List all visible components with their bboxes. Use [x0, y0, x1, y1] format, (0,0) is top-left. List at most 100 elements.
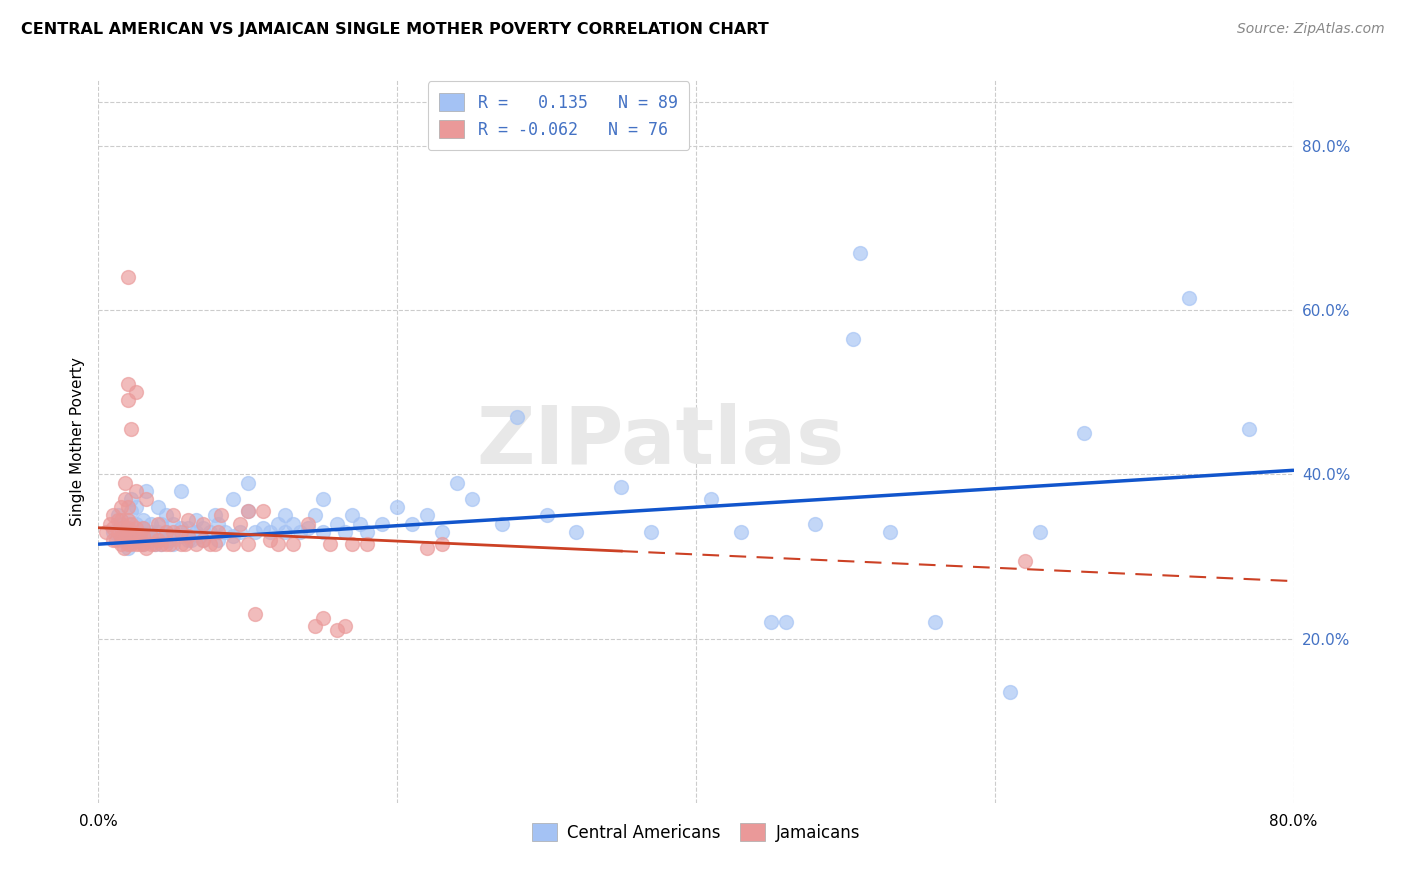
Point: [536, 508, 558, 523]
Point: [159, 537, 181, 551]
Point: [356, 524, 378, 539]
Point: [139, 516, 162, 531]
Point: [565, 524, 588, 539]
Point: [110, 516, 132, 531]
Point: [103, 533, 125, 547]
Point: [200, 524, 222, 539]
Point: [125, 483, 148, 498]
Point: [191, 521, 214, 535]
Point: [125, 385, 148, 400]
Point: [311, 491, 333, 506]
Point: [132, 521, 155, 535]
Point: [117, 524, 139, 539]
Point: [148, 533, 170, 547]
Point: [107, 512, 129, 526]
Point: [304, 619, 326, 633]
Point: [430, 524, 453, 539]
Point: [120, 422, 142, 436]
Point: [110, 533, 132, 547]
Point: [180, 533, 202, 547]
Point: [333, 524, 356, 539]
Point: [177, 529, 200, 543]
Point: [110, 537, 132, 551]
Point: [342, 537, 364, 551]
Point: [114, 524, 136, 539]
Point: [117, 393, 139, 408]
Point: [103, 521, 125, 535]
Point: [191, 533, 214, 547]
Point: [103, 508, 125, 523]
Point: [125, 524, 148, 539]
Point: [103, 524, 125, 539]
Point: [159, 533, 181, 547]
Point: [162, 524, 184, 539]
Point: [129, 533, 152, 547]
Point: [132, 537, 155, 551]
Point: [114, 491, 136, 506]
Point: [1073, 426, 1095, 441]
Point: [700, 491, 723, 506]
Point: [281, 516, 304, 531]
Point: [155, 524, 177, 539]
Point: [759, 615, 782, 630]
Point: [155, 508, 177, 523]
Point: [461, 491, 484, 506]
Point: [132, 529, 155, 543]
Point: [110, 512, 132, 526]
Point: [110, 500, 132, 515]
Point: [139, 537, 162, 551]
Point: [188, 529, 211, 543]
Point: [184, 537, 207, 551]
Point: [804, 516, 827, 531]
Point: [326, 516, 349, 531]
Point: [259, 524, 281, 539]
Point: [229, 524, 252, 539]
Point: [297, 516, 319, 531]
Point: [416, 508, 439, 523]
Point: [214, 524, 236, 539]
Point: [207, 524, 229, 539]
Point: [94, 524, 117, 539]
Point: [222, 491, 245, 506]
Point: [169, 483, 191, 498]
Point: [416, 541, 439, 556]
Point: [177, 512, 200, 526]
Point: [177, 521, 200, 535]
Point: [177, 533, 200, 547]
Point: [117, 377, 139, 392]
Point: [125, 521, 148, 535]
Point: [117, 533, 139, 547]
Point: [191, 533, 214, 547]
Point: [117, 537, 139, 551]
Point: [148, 533, 170, 547]
Point: [401, 516, 423, 531]
Point: [1014, 553, 1036, 567]
Point: [120, 491, 142, 506]
Point: [120, 524, 142, 539]
Point: [117, 512, 139, 526]
Point: [129, 524, 152, 539]
Point: [117, 500, 139, 515]
Point: [879, 524, 901, 539]
Point: [259, 533, 281, 547]
Point: [184, 524, 207, 539]
Point: [150, 516, 173, 531]
Point: [125, 500, 148, 515]
Point: [169, 537, 191, 551]
Point: [135, 483, 157, 498]
Point: [125, 529, 148, 543]
Legend: Central Americans, Jamaicans: Central Americans, Jamaicans: [526, 817, 866, 848]
Point: [143, 537, 166, 551]
Point: [129, 529, 152, 543]
Point: [139, 533, 162, 547]
Point: [775, 615, 797, 630]
Point: [169, 524, 191, 539]
Point: [125, 537, 148, 551]
Point: [110, 529, 132, 543]
Point: [132, 512, 155, 526]
Point: [252, 521, 274, 535]
Point: [129, 537, 152, 551]
Point: [117, 521, 139, 535]
Point: [117, 516, 139, 531]
Point: [120, 516, 142, 531]
